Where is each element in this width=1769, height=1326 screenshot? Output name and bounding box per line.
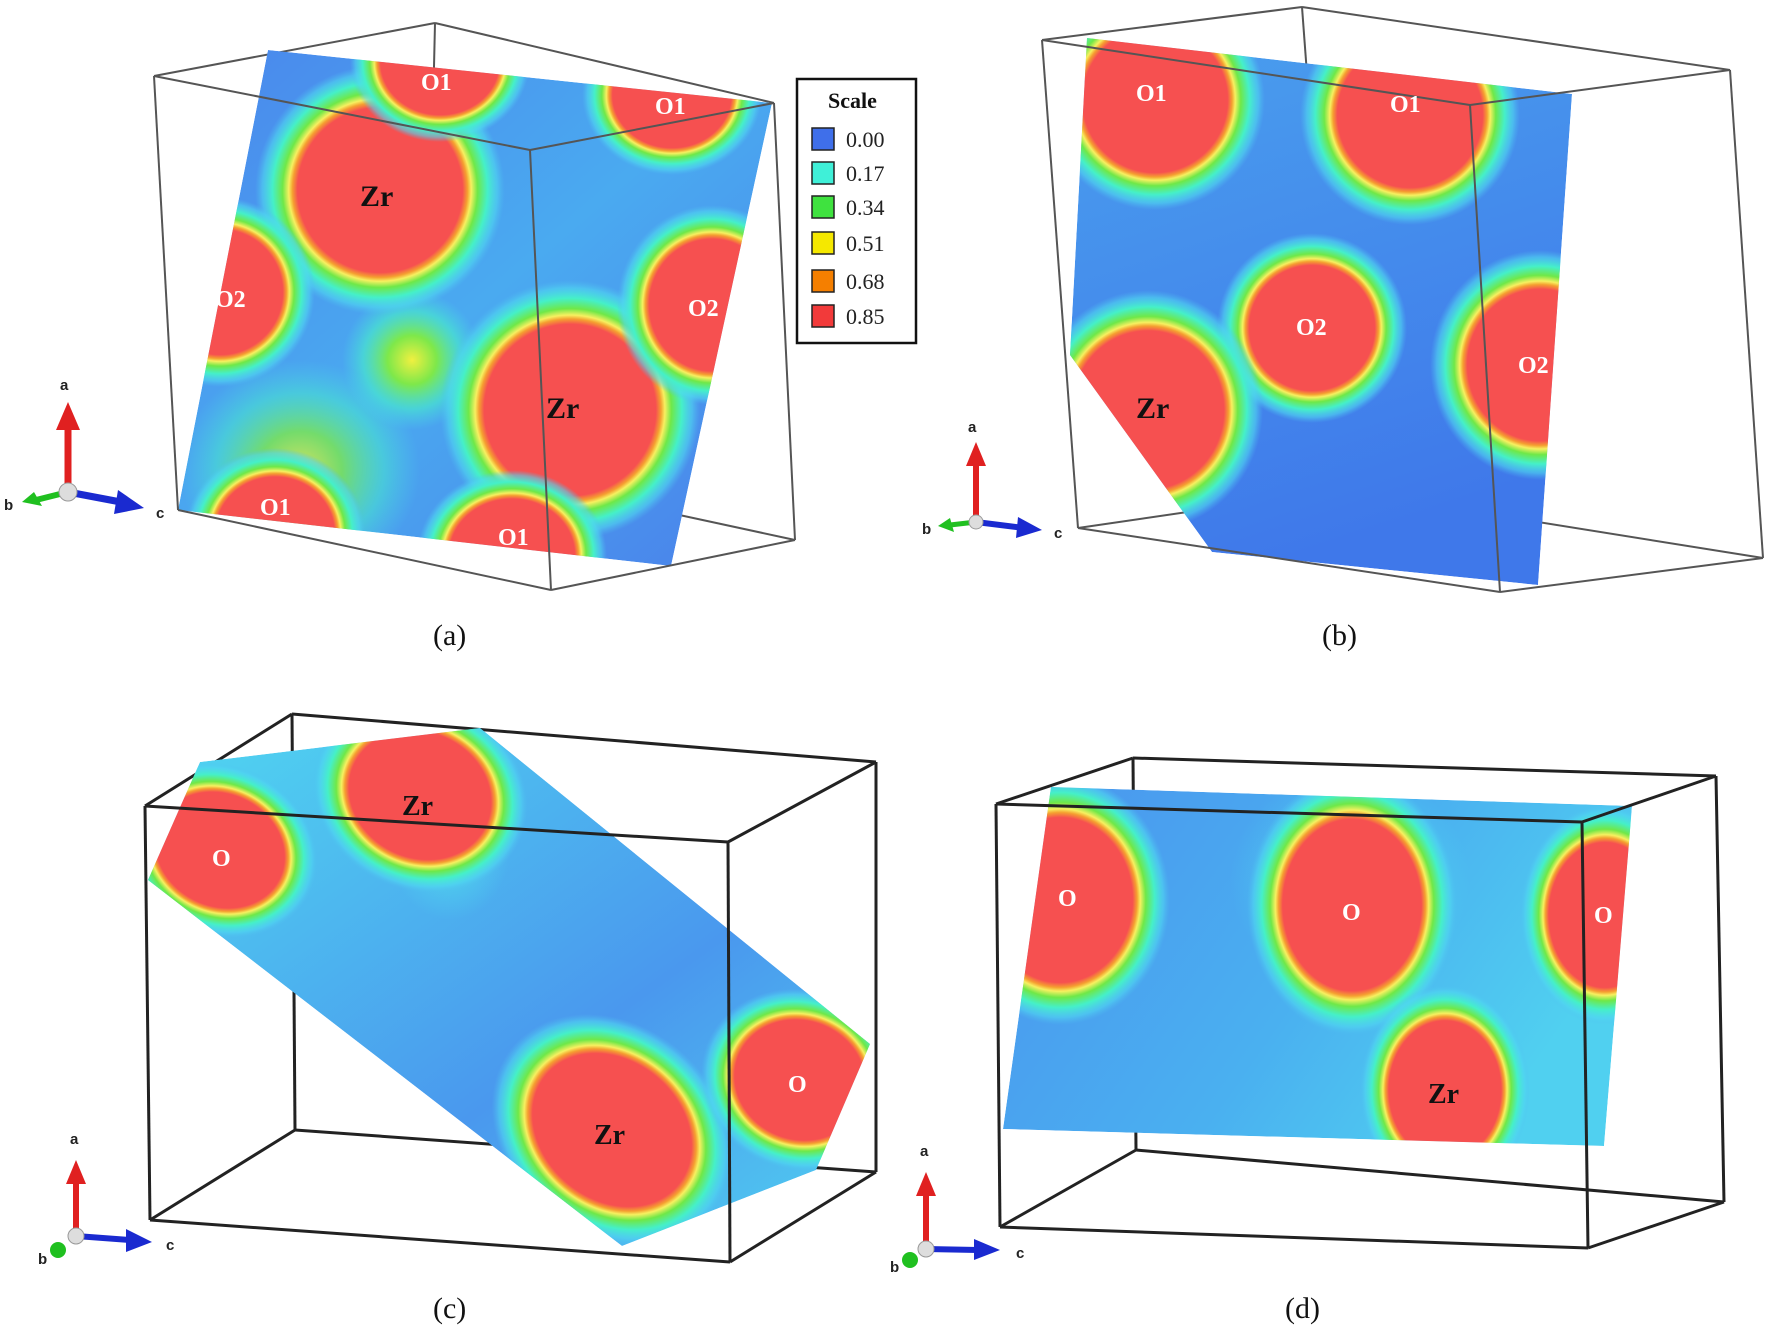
legend-title: Scale [828, 88, 877, 113]
panel-c: O Zr Zr O a b c (c) [38, 712, 878, 1325]
atom-labels: O1 O1 Zr O2 O2 Zr O1 O1 [215, 70, 719, 551]
axes-indicator: a b c [4, 377, 164, 522]
svg-text:0.17: 0.17 [846, 161, 885, 186]
atom-labels: O1 O1 O2 O2 Zr [1136, 81, 1549, 425]
caption-a: (a) [433, 619, 466, 652]
axis-label-a: a [968, 419, 977, 436]
legend-entry: 0.85 [811, 304, 885, 329]
legend-entry: 0.51 [811, 231, 885, 256]
axis-label-c: c [166, 1237, 174, 1254]
atom-label: O1 [655, 94, 686, 120]
color-scale-legend: Scale 0.00 0.17 0.34 0.51 0.68 0.85 [795, 77, 918, 345]
axis-label-c: c [156, 505, 164, 522]
atom-label: Zr [594, 1120, 625, 1151]
density-plane [148, 728, 870, 1246]
panel-d: O O O Zr a b c (d) [890, 756, 1726, 1325]
atom-labels: O Zr Zr O [212, 791, 807, 1151]
svg-text:0.51: 0.51 [846, 231, 885, 256]
svg-text:0.68: 0.68 [846, 269, 885, 294]
atom-label: O1 [1390, 92, 1421, 118]
unit-cell-front-edges [1041, 39, 1764, 593]
unit-cell-front-edges [153, 75, 796, 591]
legend-entry: 0.34 [811, 195, 885, 220]
panel-a: O1 O1 Zr O2 O2 Zr O1 O1 a b c (a) [4, 22, 796, 652]
density-plane [1003, 787, 1632, 1146]
legend-entry: 0.17 [811, 161, 885, 186]
density-plane [1070, 38, 1572, 585]
axis-label-c: c [1016, 1245, 1024, 1262]
atom-label: O2 [688, 296, 719, 322]
axis-label-b: b [890, 1259, 899, 1276]
axes-indicator: a b c [922, 419, 1062, 542]
atom-label: O1 [498, 525, 529, 551]
atom-label: O1 [1136, 81, 1167, 107]
svg-text:0.85: 0.85 [846, 304, 885, 329]
atom-label: O [212, 846, 231, 872]
atom-label: O2 [1296, 315, 1327, 341]
unit-cell-front-edges [143, 760, 878, 1264]
axis-label-b: b [4, 497, 13, 514]
atom-label: O [1342, 900, 1361, 926]
legend-entry: 0.68 [811, 269, 885, 294]
atom-label: O [788, 1072, 807, 1098]
axis-label-a: a [70, 1131, 79, 1148]
unit-cell-front-edges [994, 774, 1726, 1250]
atom-label: O2 [1518, 353, 1549, 379]
atom-label: Zr [1136, 392, 1169, 425]
atom-label: O1 [421, 70, 452, 96]
axis-label-b: b [922, 521, 931, 538]
axes-indicator: a b c [38, 1131, 174, 1268]
svg-text:0.34: 0.34 [846, 195, 885, 220]
legend-entry: 0.00 [811, 127, 885, 152]
atom-label: O [1058, 886, 1077, 912]
axis-label-c: c [1054, 525, 1062, 542]
atom-label: Zr [546, 392, 579, 425]
atom-label: O [1594, 903, 1613, 929]
atom-label: Zr [402, 791, 433, 822]
caption-d: (d) [1285, 1292, 1320, 1325]
caption-c: (c) [433, 1292, 466, 1325]
axis-label-a: a [920, 1143, 929, 1160]
atom-label: O1 [260, 495, 291, 521]
atom-labels: O O O Zr [1058, 886, 1613, 1110]
svg-text:0.00: 0.00 [846, 127, 885, 152]
axis-label-b: b [38, 1251, 47, 1268]
panel-b: O1 O1 O2 O2 Zr a b c (b) [922, 6, 1764, 652]
atom-label: O2 [215, 287, 246, 313]
caption-b: (b) [1322, 619, 1357, 652]
axis-label-a: a [60, 377, 69, 394]
atom-label: Zr [1428, 1079, 1459, 1110]
atom-label: Zr [360, 180, 393, 213]
axes-indicator: a b c [890, 1143, 1024, 1276]
